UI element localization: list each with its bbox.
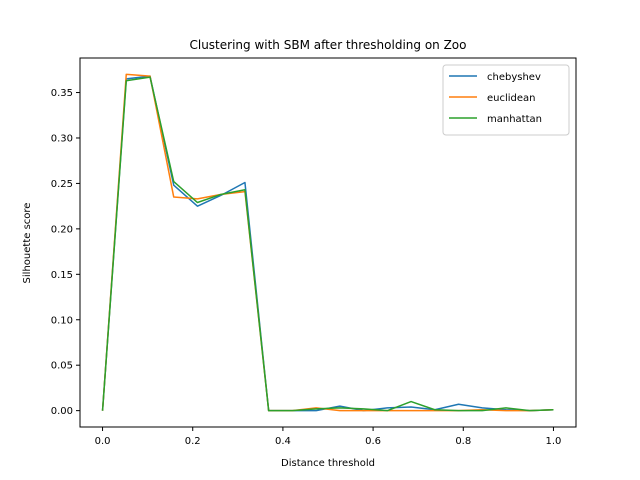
series-line-manhattan [101,76,554,412]
x-tick-label: 0.6 [365,436,381,447]
y-tick-label: 0.10 [51,315,73,326]
y-tick-label: 0.15 [51,270,73,281]
plot-lines [101,73,554,412]
y-tick-label: 0.35 [51,88,73,99]
x-tick-label: 1.0 [546,436,562,447]
legend: chebyshev euclidean manhattan [442,64,570,136]
y-tick-label: 0.20 [51,224,73,235]
x-tick-label: 0.2 [185,436,201,447]
legend-entry: chebyshev [487,72,541,83]
x-tick-label: 0.4 [275,436,291,447]
legend-entry: euclidean [487,93,536,104]
y-tick-label: 0.25 [51,179,73,190]
plot-frame [79,57,577,428]
y-tick-label: 0.00 [51,406,73,417]
series-line-euclidean [101,73,554,412]
y-axis-label: Silhouette score [22,203,33,284]
legend-entry: manhattan [487,114,542,125]
x-tick-label: 0.0 [95,436,111,447]
x-tick-label: 0.8 [455,436,471,447]
y-axis: 0.00 0.05 0.10 0.15 0.20 0.25 0.30 0.35 [51,88,80,417]
x-axis: 0.0 0.2 0.4 0.6 0.8 1.0 [95,427,562,447]
chart-title: Clustering with SBM after thresholding o… [189,38,466,52]
y-tick-label: 0.30 [51,133,73,144]
y-tick-label: 0.05 [51,361,73,372]
x-axis-label: Distance threshold [281,458,375,469]
